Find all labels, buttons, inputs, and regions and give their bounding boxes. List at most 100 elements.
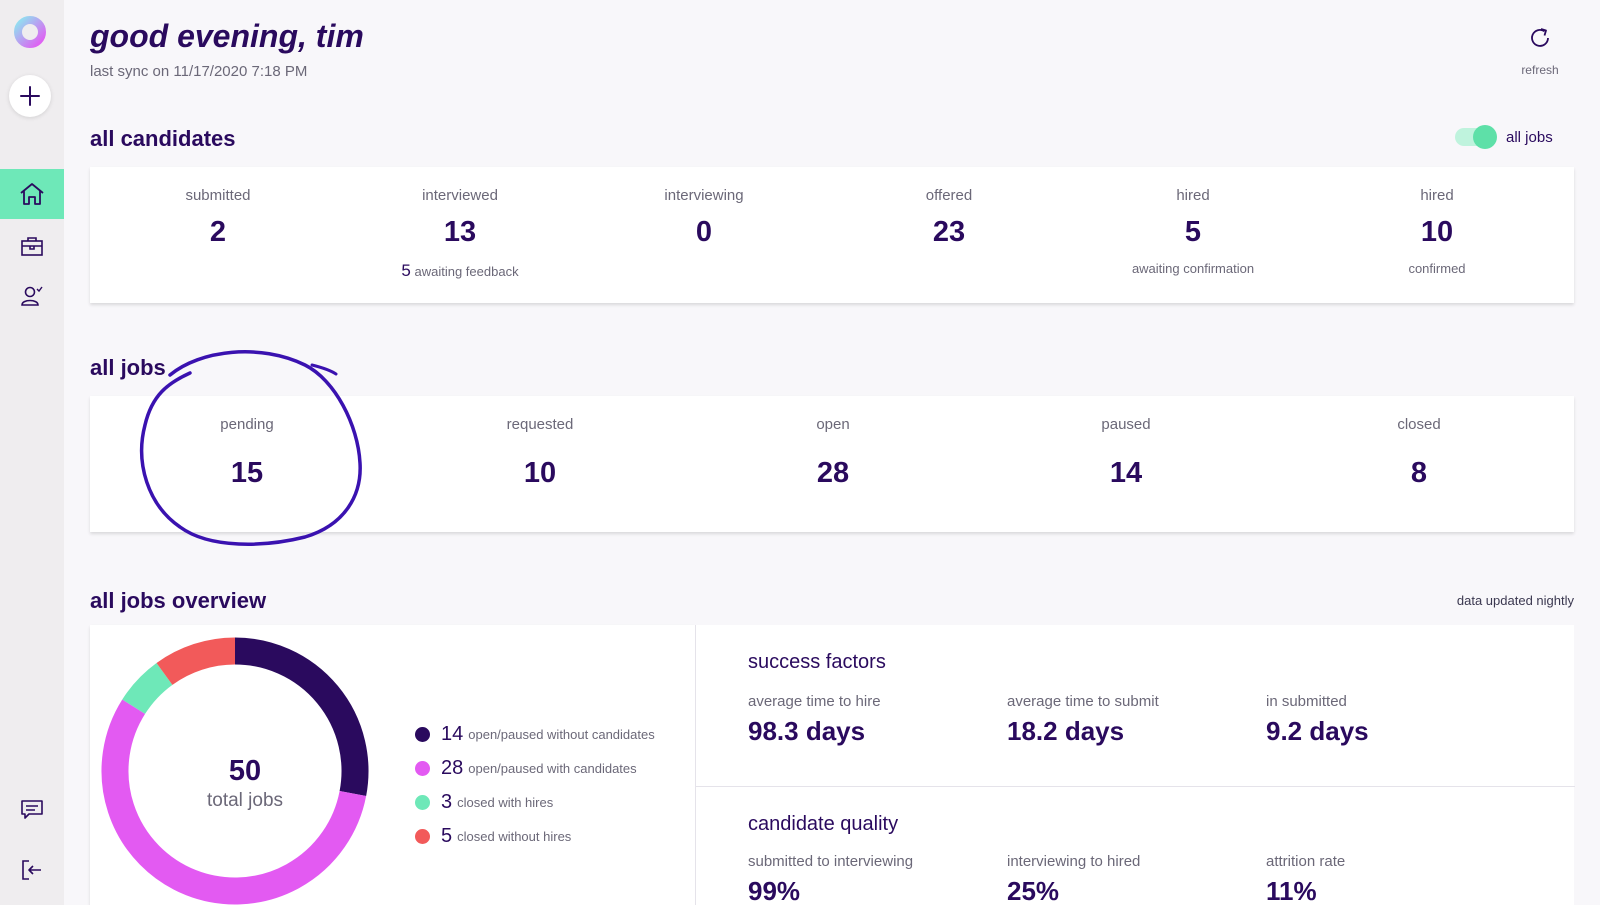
- briefcase-icon: [21, 237, 43, 256]
- legend-count: 5: [441, 824, 453, 847]
- add-button[interactable]: [9, 75, 51, 117]
- donut-total-label: total jobs: [206, 790, 284, 811]
- job-stat-requested[interactable]: requested 10: [430, 416, 650, 490]
- metric-label: submitted to interviewing: [748, 853, 914, 870]
- divider: [696, 786, 1575, 787]
- legend-item[interactable]: 14 open/paused without candidates: [415, 717, 655, 751]
- stat-subtext: confirmed: [1408, 261, 1466, 276]
- job-stat-label: paused: [1101, 416, 1151, 433]
- nav-item-home[interactable]: [0, 169, 64, 219]
- metrics-panel: success factors average time to hire 98.…: [695, 625, 1575, 905]
- stat-submitted[interactable]: submitted 2: [108, 187, 328, 249]
- metric-label: average time to submit: [1007, 693, 1159, 710]
- legend-item[interactable]: 5 closed without hires: [415, 819, 655, 853]
- legend-dot: [415, 726, 430, 742]
- refresh-button[interactable]: refresh: [1510, 26, 1570, 77]
- jobs-card: pending 15 requested 10 open 28 paused 1…: [90, 396, 1574, 532]
- legend-label: open/paused with candidates: [468, 760, 637, 776]
- donut-total: 50: [228, 755, 262, 787]
- legend-dot: [415, 794, 430, 810]
- hand-drawn-circle-annotation: [140, 350, 362, 546]
- donut-segment-3[interactable]: [156, 637, 236, 686]
- job-stat-paused[interactable]: paused 14: [1016, 416, 1236, 490]
- metric-avg-time-to-hire: average time to hire 98.3 days: [748, 693, 881, 747]
- jobs-donut-chart: [101, 637, 369, 905]
- job-stat-label: closed: [1397, 416, 1441, 433]
- last-sync-text: last sync on 11/17/2020 7:18 PM: [90, 63, 308, 80]
- candidates-card: submitted 2 interviewed 13 5 awaiting fe…: [90, 167, 1574, 303]
- stat-label: hired: [1176, 187, 1210, 204]
- legend-item[interactable]: 28 open/paused with candidates: [415, 751, 655, 785]
- metric-value: 98.3 days: [748, 716, 866, 746]
- metric-value: 99%: [748, 876, 801, 905]
- refresh-icon: [1531, 28, 1549, 47]
- nav-item-candidates[interactable]: [0, 271, 64, 321]
- stat-subtext: awaiting confirmation: [1131, 261, 1255, 276]
- metric-label: attrition rate: [1266, 853, 1346, 870]
- stat-value: 10: [1420, 216, 1454, 248]
- stat-label: hired: [1420, 187, 1454, 204]
- legend-item[interactable]: 3 closed with hires: [415, 785, 655, 819]
- section-title-candidates: all candidates: [90, 126, 236, 151]
- metric-interviewing-to-hired: interviewing to hired 25%: [1007, 853, 1140, 905]
- nav-item-logout[interactable]: [0, 852, 64, 888]
- all-jobs-toggle[interactable]: all jobs: [1455, 125, 1553, 149]
- stat-value: 0: [695, 216, 713, 248]
- job-stat-label: pending: [220, 416, 274, 433]
- stat-label: interviewed: [422, 187, 498, 204]
- metric-value: 18.2 days: [1007, 716, 1125, 746]
- greeting: good evening, tim: [90, 18, 364, 54]
- section-title-jobs: all jobs: [90, 355, 166, 380]
- section-title-overview: all jobs overview: [90, 588, 267, 613]
- legend-dot: [415, 828, 430, 844]
- stat-value: 2: [209, 216, 227, 248]
- donut-segment-0[interactable]: [234, 637, 369, 797]
- legend-label: open/paused without candidates: [468, 726, 655, 742]
- job-stat-value: 15: [230, 457, 264, 489]
- job-stat-pending[interactable]: pending 15: [137, 416, 357, 490]
- candidate-icon: [21, 286, 43, 306]
- stat-label: offered: [925, 187, 973, 204]
- job-stat-closed[interactable]: closed 8: [1309, 416, 1529, 490]
- metric-label: in submitted: [1266, 693, 1347, 710]
- data-updated-note: data updated nightly: [1456, 593, 1574, 608]
- legend-count: 28: [441, 756, 464, 779]
- stat-value: 13: [443, 216, 477, 248]
- stat-interviewing[interactable]: interviewing 0: [594, 187, 814, 249]
- stat-sub-label: awaiting feedback: [414, 264, 519, 279]
- metric-attrition-rate: attrition rate 11%: [1266, 853, 1345, 905]
- stat-hired-awaiting[interactable]: hired 5 awaiting confirmation: [1083, 187, 1303, 276]
- toggle-label: all jobs: [1506, 128, 1553, 146]
- toggle-switch[interactable]: [1455, 125, 1497, 149]
- candidate-quality-title: candidate quality: [748, 813, 899, 835]
- stat-sub-number: 5: [401, 261, 411, 280]
- refresh-label: refresh: [1521, 63, 1559, 77]
- nav-item-jobs[interactable]: [0, 221, 64, 271]
- legend-label: closed without hires: [457, 828, 572, 844]
- sidebar: [0, 0, 64, 905]
- nav-item-messages[interactable]: [0, 792, 64, 828]
- stat-subtext: 5 awaiting feedback: [350, 261, 570, 281]
- stat-hired-confirmed[interactable]: hired 10 confirmed: [1327, 187, 1547, 276]
- metric-submitted-to-interviewing: submitted to interviewing 99%: [748, 853, 913, 905]
- stat-offered[interactable]: offered 23: [839, 187, 1059, 249]
- donut-segment-2[interactable]: [122, 662, 173, 715]
- job-stat-label: requested: [506, 416, 574, 433]
- app-logo-icon[interactable]: [13, 15, 47, 49]
- donut-segment-1[interactable]: [101, 699, 367, 905]
- metric-value: 25%: [1007, 876, 1060, 905]
- toggle-knob: [1473, 125, 1497, 149]
- stat-value: 5: [1184, 216, 1202, 248]
- logout-icon: [22, 860, 41, 880]
- chat-icon: [21, 800, 43, 819]
- legend-count: 14: [441, 722, 464, 745]
- donut-legend: 14 open/paused without candidates 28 ope…: [415, 717, 655, 853]
- job-stat-open[interactable]: open 28: [723, 416, 943, 490]
- metric-value: 9.2 days: [1266, 716, 1369, 746]
- metric-label: average time to hire: [748, 693, 881, 710]
- stat-value: 23: [932, 216, 966, 248]
- home-icon: [20, 183, 44, 205]
- stat-label: submitted: [185, 187, 251, 204]
- stat-interviewed[interactable]: interviewed 13 5 awaiting feedback: [350, 187, 570, 281]
- job-stat-value: 14: [1109, 457, 1143, 489]
